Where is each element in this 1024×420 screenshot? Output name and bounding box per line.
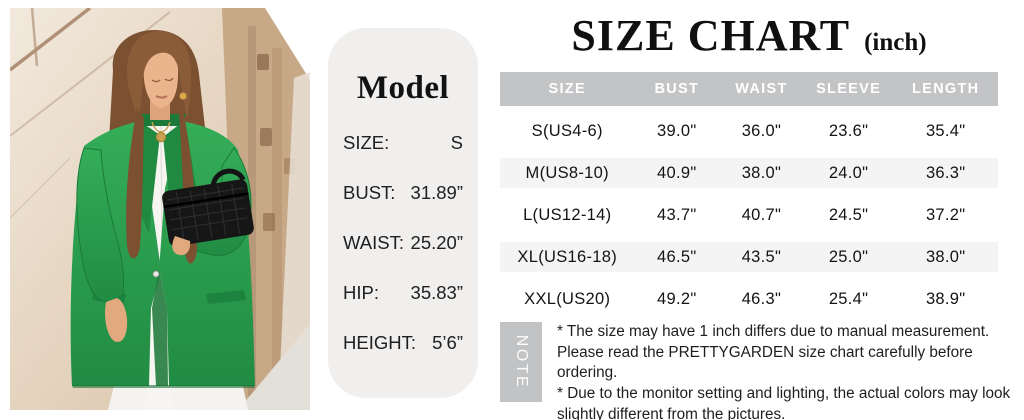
note-line: slightly different from the pictures. xyxy=(557,405,786,420)
spec-label: BUST: xyxy=(343,182,396,203)
sleeve-cell: 24.0" xyxy=(828,163,869,182)
sleeve-cell: 25.4" xyxy=(828,289,869,308)
size-chart-title: SIZE CHART (inch) xyxy=(500,10,998,61)
spec-label: HEIGHT: xyxy=(343,332,416,353)
table-body: S(US4-6) 39.0" 36.0" 23.6" 35.4" M(US8-1… xyxy=(500,116,998,314)
model-photo xyxy=(10,8,310,410)
size-cell: M(US8-10) xyxy=(525,163,609,182)
note-line: Please read the PRETTYGARDEN size chart … xyxy=(557,343,973,382)
sleeve-cell: 25.0" xyxy=(828,247,869,266)
note-section: NOTE * The size may have 1 inch differs … xyxy=(500,322,1024,420)
sleeve-cell: 23.6" xyxy=(828,121,869,140)
model-spec-row-height: HEIGHT: 5’6” xyxy=(343,332,463,354)
column-header-bust: BUST xyxy=(654,81,700,97)
note-line: * The size may have 1 inch differs due t… xyxy=(557,323,990,340)
bust-cell: 49.2" xyxy=(657,289,697,308)
model-spec-row-size: SIZE: S xyxy=(343,132,463,154)
table-row-xl: XL(US16-18) 46.5" 43.5" 25.0" 38.0" xyxy=(500,242,998,272)
spec-value: 35.83” xyxy=(410,282,463,303)
size-cell: XXL(US20) xyxy=(524,289,611,308)
note-label-badge: NOTE xyxy=(500,322,542,402)
spec-value: 25.20” xyxy=(410,232,463,253)
model-card-title: Model xyxy=(356,70,450,106)
length-cell: 38.9" xyxy=(925,289,966,308)
model-measurements-card: Model SIZE: S BUST: 31.89” WAIST: 25.20”… xyxy=(328,28,478,398)
size-chart-title-text: SIZE CHART xyxy=(571,11,851,60)
size-chart-table: SIZE BUST WAIST SLEEVE LENGTH S(US4-6) 3… xyxy=(500,72,998,326)
spec-label: HIP: xyxy=(343,282,379,303)
necklace xyxy=(151,121,171,143)
clutch-bag xyxy=(162,168,254,247)
waist-cell: 40.7" xyxy=(741,205,782,224)
size-cell: S(US4-6) xyxy=(531,121,603,140)
note-label-text: NOTE xyxy=(513,334,531,390)
table-header-row: SIZE BUST WAIST SLEEVE LENGTH xyxy=(500,72,998,106)
spec-value: S xyxy=(450,132,463,153)
spec-value: 31.89” xyxy=(410,182,463,203)
column-header-size: SIZE xyxy=(548,81,586,97)
hand-right xyxy=(172,236,191,256)
length-cell: 35.4" xyxy=(925,121,966,140)
blazer-button xyxy=(152,270,160,278)
model-spec-list: SIZE: S BUST: 31.89” WAIST: 25.20” HIP: … xyxy=(343,132,463,354)
column-header-sleeve: SLEEVE xyxy=(816,81,882,97)
table-row-m: M(US8-10) 40.9" 38.0" 24.0" 36.3" xyxy=(500,158,998,188)
waist-cell: 46.3" xyxy=(741,289,782,308)
waist-cell: 36.0" xyxy=(741,121,782,140)
note-text: * The size may have 1 inch differs due t… xyxy=(557,322,1024,420)
size-cell: XL(US16-18) xyxy=(517,247,618,266)
bust-cell: 39.0" xyxy=(657,121,697,140)
waist-cell: 43.5" xyxy=(741,247,782,266)
column-header-waist: WAIST xyxy=(735,81,788,97)
column-header-length: LENGTH xyxy=(911,81,980,97)
pocket-flap-right xyxy=(206,290,246,304)
bust-cell: 40.9" xyxy=(657,163,697,182)
table-row-l: L(US12-14) 43.7" 40.7" 24.5" 37.2" xyxy=(500,200,998,230)
model-spec-row-waist: WAIST: 25.20” xyxy=(343,232,463,254)
size-cell: L(US12-14) xyxy=(523,205,612,224)
bust-cell: 43.7" xyxy=(657,205,697,224)
sleeve-cell: 24.5" xyxy=(828,205,869,224)
hand-left xyxy=(104,298,128,342)
table-row-s: S(US4-6) 39.0" 36.0" 23.6" 35.4" xyxy=(500,116,998,146)
spec-value: 5’6” xyxy=(432,332,463,353)
length-cell: 36.3" xyxy=(925,163,966,182)
spec-label: SIZE: xyxy=(343,132,390,153)
size-chart-unit-label: (inch) xyxy=(864,29,927,56)
note-line: * Due to the monitor setting and lightin… xyxy=(557,385,1011,403)
model-spec-row-bust: BUST: 31.89” xyxy=(343,182,463,204)
pants-legs xyxy=(72,385,255,410)
waist-cell: 38.0" xyxy=(741,163,782,182)
bust-cell: 46.5" xyxy=(657,247,697,266)
spec-label: WAIST: xyxy=(343,232,404,253)
table-row-xxl: XXL(US20) 49.2" 46.3" 25.4" 38.9" xyxy=(500,284,998,314)
earring xyxy=(179,92,187,100)
length-cell: 37.2" xyxy=(925,205,966,224)
length-cell: 38.0" xyxy=(925,247,966,266)
model-spec-row-hip: HIP: 35.83” xyxy=(343,282,463,304)
